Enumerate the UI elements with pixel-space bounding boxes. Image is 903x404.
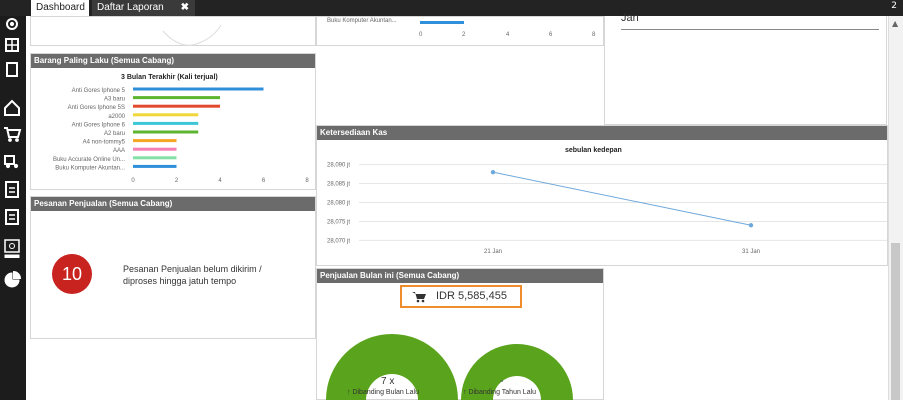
- data-point: [490, 169, 496, 175]
- y-tick: 28,085 jt: [327, 182, 350, 188]
- x-tick: 4: [506, 32, 510, 38]
- bar: [133, 130, 199, 134]
- bar-label: A2 baru: [104, 131, 125, 137]
- x-tick: 6: [262, 178, 266, 184]
- panel-header: Pesanan Penjualan (Semua Cabang): [31, 197, 315, 211]
- gauge-1-label: ↑ Dibanding Bulan Lalu: [347, 389, 419, 396]
- y-tick: 28,075 jt: [327, 219, 350, 225]
- bar-label: a2000: [108, 114, 125, 120]
- chart-title: sebulan kedepan: [565, 147, 622, 154]
- truck-icon[interactable]: [4, 155, 19, 169]
- bar: [133, 156, 177, 160]
- sidebar-icons: [4, 18, 22, 288]
- divider: [621, 29, 879, 30]
- x-tick: 21 Jan: [484, 249, 502, 255]
- scrollbar-thumb[interactable]: [891, 243, 900, 400]
- bar-label: Anti Gores Iphone 5: [72, 88, 126, 94]
- data-point: [748, 223, 754, 228]
- cart-icon[interactable]: [4, 127, 22, 142]
- bar: [133, 96, 220, 100]
- cart-icon: [412, 292, 426, 303]
- panel-header: Penjualan Bulan ini (Semua Cabang): [317, 269, 603, 283]
- tab-daftar-laporan-label: Daftar Laporan: [97, 2, 164, 13]
- file-icon[interactable]: [5, 181, 19, 198]
- bar-label: AAA: [113, 148, 125, 154]
- bar: [133, 121, 199, 125]
- document-icon[interactable]: [6, 62, 18, 77]
- tab-daftar-laporan[interactable]: Daftar Laporan ✖: [92, 0, 195, 16]
- pie-chart-icon[interactable]: [4, 270, 22, 288]
- bar-label: Anti Gores Iphone 5S: [68, 105, 125, 111]
- sales-amount: IDR 5,585,455: [436, 290, 507, 302]
- grid-icon[interactable]: [5, 38, 19, 52]
- y-tick: 28,070 jt: [327, 238, 350, 244]
- bar: [133, 87, 264, 91]
- top-right-panel: Jan: [604, 12, 887, 125]
- x-tick: 8: [305, 178, 309, 184]
- tab-dashboard[interactable]: Dashboard: [31, 0, 89, 16]
- bar-label: A4 non-tommy5: [83, 140, 126, 146]
- gauge-2-value: -: [500, 376, 504, 387]
- close-icon[interactable]: ✖: [180, 2, 189, 13]
- bar-label: Anti Gores Iphone 6: [72, 122, 126, 128]
- building-icon[interactable]: [5, 209, 19, 225]
- top-center-panel: Buku Komputer Akuntan... 0 2 4 6 8: [316, 16, 604, 46]
- pesanan-count-badge[interactable]: 10: [52, 254, 92, 294]
- bar: [420, 21, 464, 24]
- x-tick: 31 Jan: [742, 249, 760, 255]
- y-tick: 28,090 jt: [327, 163, 350, 169]
- window-indicator: 2: [891, 1, 897, 11]
- bar-label: Buku Komputer Akuntan...: [55, 165, 125, 171]
- kas-panel: Ketersediaan Kas sebulan kedepan 28,090 …: [316, 125, 888, 266]
- bar-label: Buku Accurate Online Un...: [53, 157, 125, 163]
- cash-icon[interactable]: [4, 239, 20, 258]
- bar: [133, 104, 220, 108]
- x-tick: 6: [549, 32, 553, 38]
- top-left-panel: [30, 16, 316, 46]
- barang-chart: Anti Gores Iphone 5 A3 baru Anti Gores Iph…: [53, 87, 309, 184]
- gauge-2-label: ↑ Dibanding Tahun Lalu: [463, 389, 537, 396]
- pesanan-description: Pesanan Penjualan belum dikirim / dipros…: [123, 264, 262, 286]
- x-tick: 0: [419, 32, 423, 38]
- gauge-2: [461, 344, 573, 400]
- panel-header: Barang Paling Laku (Semua Cabang): [31, 54, 315, 68]
- x-tick: 0: [131, 178, 135, 184]
- sales-amount-box[interactable]: IDR 5,585,455: [400, 285, 522, 308]
- x-tick: 4: [218, 178, 222, 184]
- top-tab-bar: Dashboard Daftar Laporan ✖ 2: [0, 0, 903, 16]
- bar: [133, 113, 199, 117]
- kas-chart: 28,090 jt 28,085 jt 28,080 jt 28,075 jt 28,0…: [327, 163, 887, 255]
- settings-icon[interactable]: [6, 18, 18, 30]
- panel-header: Ketersediaan Kas: [317, 126, 887, 140]
- bar: [133, 139, 177, 143]
- barang-panel: Barang Paling Laku (Semua Cabang) 3 Bula…: [30, 53, 316, 190]
- x-tick: 8: [592, 32, 596, 38]
- x-tick: 2: [462, 32, 466, 38]
- gauge-1: [326, 334, 458, 400]
- bar: [133, 147, 177, 151]
- bar-label: A3 baru: [104, 97, 125, 103]
- x-tick: 2: [175, 178, 179, 184]
- month-label: Jan: [621, 12, 639, 24]
- sidebar: [0, 16, 26, 400]
- scroll-up-icon[interactable]: ▲: [892, 19, 899, 28]
- y-tick: 28,080 jt: [327, 201, 350, 207]
- home-icon[interactable]: [4, 99, 20, 116]
- series-line: [492, 171, 752, 226]
- bar: [133, 164, 177, 168]
- bar-label: Buku Komputer Akuntan...: [327, 18, 397, 24]
- gauge-1-value: 7 x: [381, 376, 395, 387]
- gauges: [326, 334, 573, 400]
- gauge-partial: [162, 24, 222, 46]
- chart-title: 3 Bulan Terakhir (Kali terjual): [121, 74, 218, 81]
